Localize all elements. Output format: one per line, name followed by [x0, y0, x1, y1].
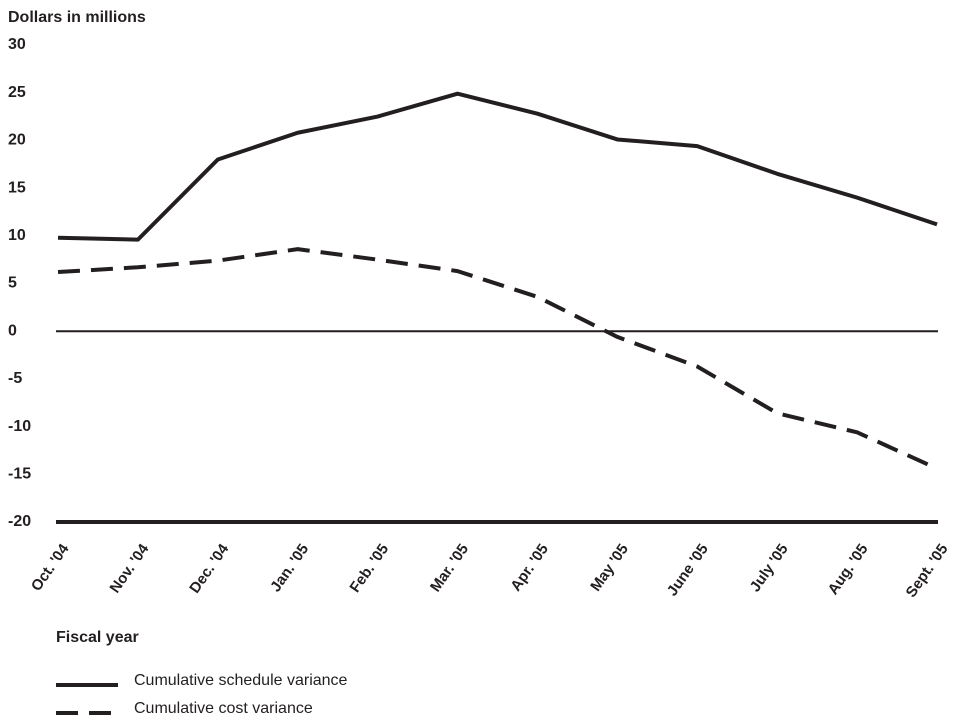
x-tick-label: June '05 [664, 541, 712, 599]
x-tick-label: Sept. '05 [903, 541, 952, 601]
x-tick-label: Dec. '04 [186, 540, 232, 596]
x-tick-label: Feb. '05 [347, 541, 393, 596]
x-tick-label: Oct. '04 [28, 540, 73, 594]
y-tick-label: 25 [8, 84, 26, 101]
series-line-schedule-variance [57, 91, 938, 242]
legend-label-schedule: Cumulative schedule variance [134, 672, 348, 689]
y-tick-label: -10 [8, 418, 31, 435]
x-tick-label: Mar. '05 [427, 541, 472, 595]
x-tick-label: July '05 [747, 541, 792, 595]
y-tick-label: -5 [8, 370, 22, 387]
y-tick-label: -20 [8, 513, 31, 530]
y-tick-label: 10 [8, 227, 26, 244]
y-tick-label: 20 [8, 132, 26, 149]
x-tick-label: Aug. '05 [825, 541, 872, 598]
x-axis-ticks: Oct. '04 Nov. '04 Dec. '04 Jan. '05 Feb. '05… [28, 540, 952, 600]
y-tick-label: 30 [8, 36, 26, 53]
x-tick-label: May '05 [587, 541, 632, 595]
x-tick-label: Apr. '05 [507, 541, 552, 595]
y-tick-label: 15 [8, 179, 26, 196]
y-axis-title: Dollars in millions [8, 9, 146, 26]
series-group [57, 91, 938, 471]
x-axis-title: Fiscal year [56, 629, 139, 646]
y-tick-label: 5 [8, 275, 17, 292]
legend-label-cost: Cumulative cost variance [134, 700, 313, 717]
y-tick-label: 0 [8, 322, 17, 339]
legend: Cumulative schedule variance Cumulative … [56, 672, 348, 717]
x-tick-label: Nov. '04 [106, 540, 152, 596]
series-line-cost-variance [57, 247, 938, 471]
y-tick-label: -15 [8, 466, 31, 483]
x-tick-label: Jan. '05 [267, 541, 312, 595]
y-axis-ticks: 30 25 20 15 10 5 0 -5 -10 -15 -20 [8, 36, 31, 530]
